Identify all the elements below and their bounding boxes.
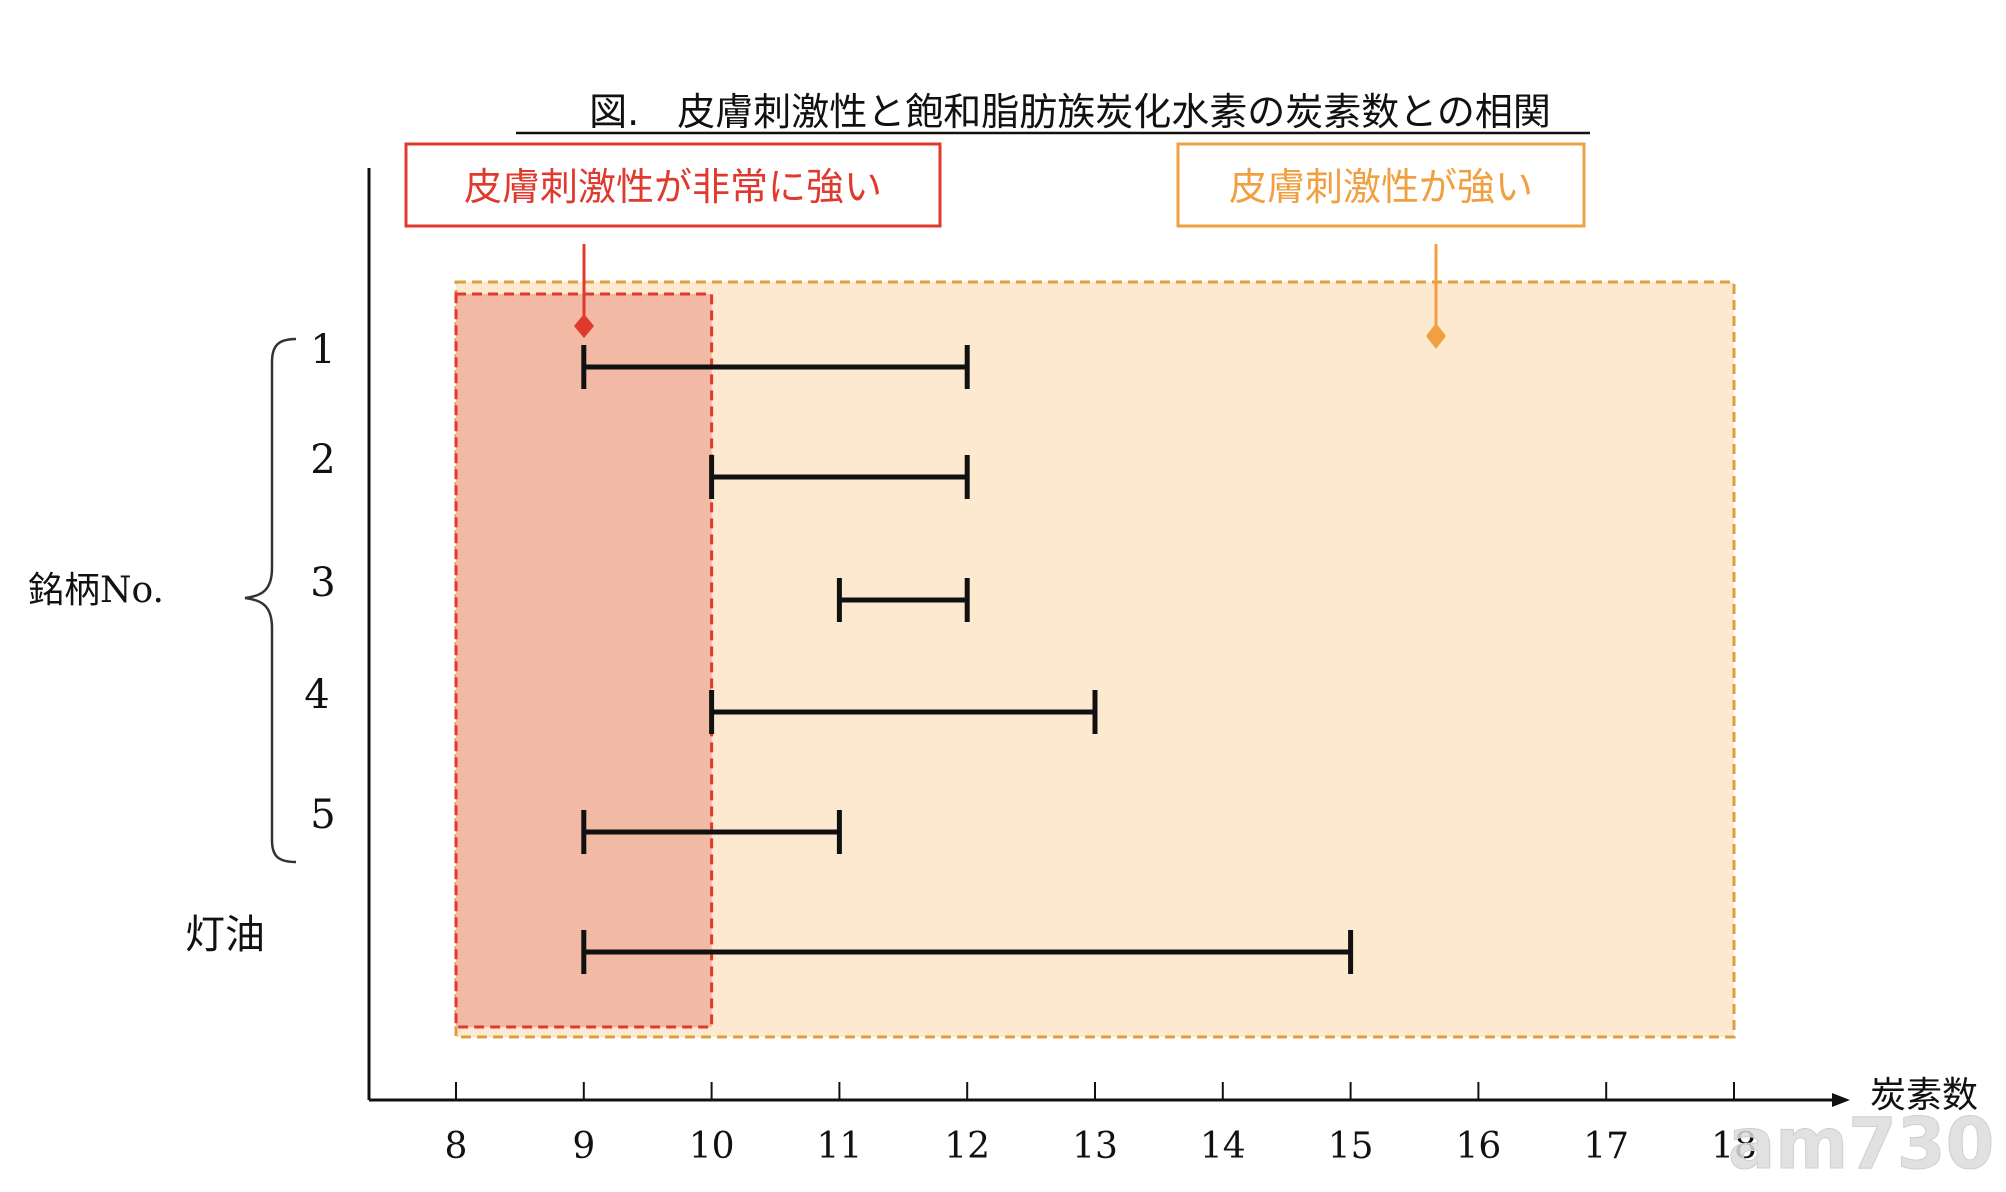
range-bar-4: 4 — [304, 672, 1098, 734]
x-tick-label-12: 12 — [944, 1126, 990, 1167]
x-tick-label-16: 16 — [1455, 1126, 1501, 1167]
callout-strong-marker — [1426, 323, 1446, 349]
x-ticks: 8 9 10 11 12 13 14 15 16 17 18 — [445, 1082, 1757, 1167]
chart-title: 図. 皮膚刺激性と飽和脂肪族炭化水素の炭素数との相関 — [589, 90, 1551, 134]
range-bar-2: 2 — [310, 437, 970, 499]
x-axis-arrow — [1832, 1093, 1850, 1107]
y-tick-label-1: 1 — [310, 327, 335, 373]
x-tick-label-17: 17 — [1583, 1126, 1629, 1167]
x-tick-label-10: 10 — [689, 1126, 735, 1167]
range-bar-3: 3 — [310, 560, 970, 622]
y-tick-label-3: 3 — [310, 560, 335, 606]
x-tick-label-18: 18 — [1711, 1126, 1757, 1167]
y-tick-label-2: 2 — [310, 437, 335, 483]
x-tick-label-8: 8 — [445, 1126, 468, 1167]
x-tick-label-14: 14 — [1200, 1126, 1246, 1167]
region-callouts: 皮膚刺激性が非常に強い 皮膚刺激性が強い — [404, 142, 1586, 349]
highlight-regions — [454, 280, 1736, 1039]
x-tick-label-11: 11 — [816, 1126, 862, 1167]
y-tick-label-5: 5 — [310, 792, 335, 838]
x-tick-label-9: 9 — [572, 1126, 595, 1167]
y-tick-label-4: 4 — [304, 672, 329, 718]
x-tick-label-15: 15 — [1328, 1126, 1374, 1167]
watermark-logo: am730 — [1728, 1103, 1994, 1185]
y-tick-label-6: 灯油 — [185, 912, 265, 958]
range-bar-5: 5 — [310, 792, 842, 854]
range-bars: 1 2 3 4 5 灯油 — [185, 327, 1354, 974]
callout-very-strong-label: 皮膚刺激性が非常に強い — [464, 165, 882, 209]
callout-very-strong-marker — [574, 314, 594, 338]
callout-strong-label: 皮膚刺激性が強い — [1229, 165, 1533, 209]
range-bar-6: 灯油 — [185, 912, 1354, 974]
brace — [244, 337, 297, 864]
y-axis-label: 銘柄No. — [28, 570, 164, 611]
range-bar-1: 1 — [310, 327, 970, 389]
callout-strong-box — [1176, 142, 1586, 228]
region-very-strong — [454, 292, 714, 1029]
x-tick-label-13: 13 — [1072, 1126, 1118, 1167]
callout-very-strong-box — [404, 142, 942, 228]
x-axis-label: 炭素数 — [1870, 1075, 1978, 1116]
